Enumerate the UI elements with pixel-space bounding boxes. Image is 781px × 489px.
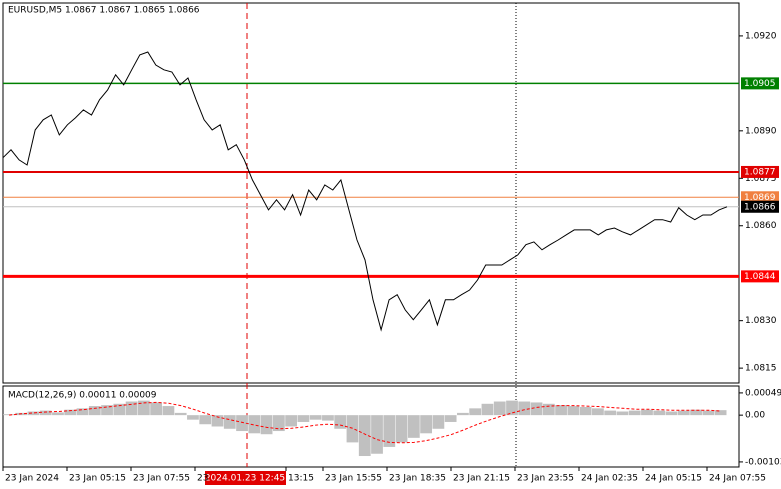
level-label-bg [741, 191, 779, 204]
macd-bar [322, 415, 334, 421]
price-line [2, 51, 728, 332]
macd-bar [137, 400, 150, 416]
macd-bar [3, 414, 15, 416]
macd-bar [334, 415, 347, 429]
macd-bar [714, 410, 727, 416]
macd-bar [530, 402, 543, 416]
macd-bar [469, 408, 482, 416]
macd-bar [272, 415, 285, 432]
macd-title: MACD(12,26,9) 0.00011 0.00009 [8, 391, 157, 401]
y-tick-label: 1.0920 [745, 31, 777, 41]
macd-bar [653, 410, 666, 416]
macd-bar [285, 415, 298, 427]
macd-bar [113, 403, 126, 416]
macd-bar [101, 405, 113, 416]
macd-signal [9, 401, 721, 444]
macd-bar [346, 415, 359, 443]
x-tick-label: 23 Jan 07:55 [133, 474, 190, 484]
crosshair-label: 2024.01.23 12:45 [205, 474, 285, 484]
level-label-bg [741, 165, 779, 178]
x-tick-label: 24 Jan 05:15 [645, 474, 702, 484]
macd-bar [677, 410, 690, 416]
macd-bar [76, 408, 89, 416]
x-tick-label: 23 [197, 474, 208, 484]
macd-bar [211, 415, 224, 427]
macd-tick-label: -0.00103 [745, 457, 781, 467]
macd-bar [506, 400, 518, 416]
macd-bar [481, 403, 494, 416]
level-label: 1.0866 [744, 202, 776, 212]
x-tick-label: 23 Jan 05:15 [69, 474, 126, 484]
macd-panel [2, 385, 740, 468]
macd-bar [199, 415, 212, 425]
level-label-bg [741, 270, 779, 283]
y-tick-label: 1.0890 [745, 126, 777, 136]
macd-bar [174, 412, 187, 416]
macd-bar [150, 402, 163, 416]
price-panel [2, 2, 740, 384]
x-tick-label: 23 Jan 18:35 [389, 474, 446, 484]
y-tick-label: 1.0860 [745, 221, 777, 231]
macd-bar [702, 410, 715, 416]
macd-bar [27, 411, 40, 416]
macd-bar [555, 405, 567, 416]
macd-bar [383, 415, 396, 447]
macd-bar [358, 415, 371, 457]
macd-bar [579, 406, 592, 416]
y-tick-label: 1.0875 [745, 174, 777, 184]
crosshair-label-bg [205, 471, 286, 485]
macd-bar [592, 408, 604, 416]
x-tick-label: 24 Jan 02:35 [581, 474, 638, 484]
macd-bar [88, 406, 101, 416]
macd-bar [604, 410, 617, 416]
macd-bar [395, 415, 408, 443]
macd-bar [39, 410, 52, 416]
macd-bar [248, 415, 261, 434]
macd-bar [432, 415, 445, 429]
level-label-bg [741, 77, 779, 90]
macd-bar [628, 410, 641, 416]
x-tick-label: 23 Jan 15:55 [325, 474, 382, 484]
macd-bar [567, 406, 580, 416]
macd-tick-label: 0.00049 [745, 388, 781, 398]
level-label: 1.0844 [744, 272, 776, 282]
macd-bar [518, 401, 531, 416]
macd-bar [187, 415, 199, 420]
macd-bar [641, 409, 653, 416]
macd-bar [420, 415, 432, 434]
macd-bar [371, 415, 383, 454]
macd-bar [297, 415, 310, 422]
macd-bar [542, 403, 555, 416]
macd-tick-label: 0.00 [745, 411, 765, 421]
macd-bar [260, 415, 273, 435]
level-label-bg [741, 200, 779, 213]
level-label: 1.0905 [744, 79, 776, 89]
macd-bar [162, 406, 175, 416]
macd-bar [223, 415, 236, 429]
x-tick-label: 24 Jan 07:55 [709, 474, 766, 484]
x-tick-label: 23 Jan 2024 [5, 474, 59, 484]
macd-bar [52, 412, 64, 416]
chart-title: EURUSD,M5 1.0867 1.0867 1.0865 1.0866 [8, 6, 200, 16]
y-tick-label: 1.0830 [745, 316, 777, 326]
level-label: 1.0869 [744, 193, 776, 203]
macd-bar [236, 415, 248, 432]
level-label: 1.0877 [744, 167, 776, 177]
y-tick-label: 1.0815 [745, 364, 777, 374]
macd-bar [665, 411, 678, 416]
x-tick-label: 23 Jan 21:15 [453, 474, 510, 484]
x-tick-label: 23 Jan 23:55 [517, 474, 574, 484]
macd-bar [457, 412, 469, 416]
x-tick-label: 13:15 [288, 474, 314, 484]
macd-bar [444, 415, 457, 422]
macd-bar [309, 415, 322, 420]
macd-bar [407, 415, 420, 438]
macd-bar [125, 401, 138, 416]
macd-bar [493, 401, 506, 416]
macd-bar [64, 409, 77, 416]
macd-bar [690, 409, 702, 416]
macd-bar [616, 411, 629, 416]
